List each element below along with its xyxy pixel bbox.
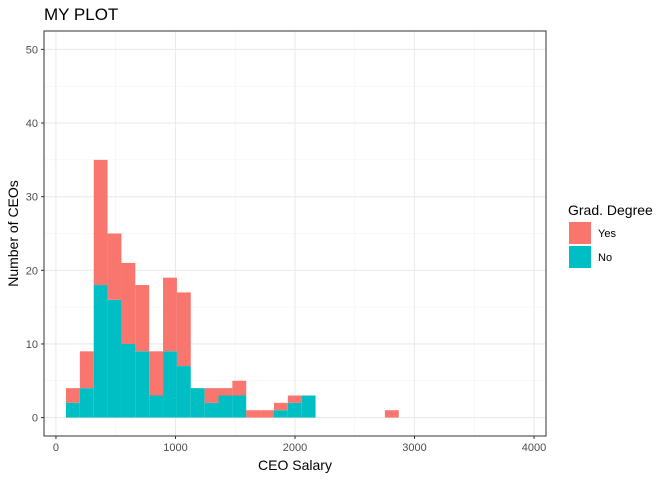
bar-no xyxy=(176,366,191,418)
bar-yes xyxy=(93,159,108,286)
bar-no xyxy=(121,343,136,418)
y-axis-title: Number of CEOs xyxy=(5,180,21,287)
x-tick-label: 3000 xyxy=(402,442,426,454)
bar-no xyxy=(93,285,108,418)
bar-yes xyxy=(149,351,164,396)
y-tick-label: 50 xyxy=(26,44,38,56)
legend-key-yes xyxy=(569,222,591,244)
bar-yes xyxy=(287,395,302,403)
bar-yes xyxy=(176,292,191,367)
legend-key-no xyxy=(569,246,591,268)
y-axis-ticks: 0 10 20 30 40 50 xyxy=(26,44,44,425)
bar-yes xyxy=(163,277,177,352)
bar-yes xyxy=(273,402,288,411)
bar-no xyxy=(190,388,205,418)
bar-no xyxy=(218,395,233,418)
y-tick-label: 20 xyxy=(26,265,38,277)
legend-title: Grad. Degree xyxy=(568,202,653,218)
legend-label-yes: Yes xyxy=(598,228,616,240)
x-axis-ticks: 0 1000 2000 3000 4000 xyxy=(53,436,546,454)
bar-yes xyxy=(121,262,136,344)
bar-no xyxy=(204,402,219,418)
bar-no xyxy=(273,410,288,418)
x-tick-label: 0 xyxy=(53,442,59,454)
bar-no xyxy=(65,402,80,418)
bar-no xyxy=(149,395,164,418)
y-tick-label: 30 xyxy=(26,192,38,204)
bar-yes xyxy=(246,410,261,418)
bar-yes xyxy=(204,388,219,403)
bar-yes xyxy=(107,233,122,300)
bar-no xyxy=(163,351,177,418)
bar-no xyxy=(301,395,316,418)
bar-no xyxy=(79,388,94,418)
bar-yes xyxy=(232,380,247,396)
bar-no xyxy=(232,395,247,418)
y-tick-label: 10 xyxy=(26,339,38,351)
bar-yes xyxy=(384,410,399,418)
chart-title: MY PLOT xyxy=(44,5,118,24)
x-tick-label: 4000 xyxy=(522,442,546,454)
x-tick-label: 1000 xyxy=(163,442,187,454)
bar-yes xyxy=(65,388,80,403)
legend-items: Yes No xyxy=(569,222,616,268)
y-tick-label: 0 xyxy=(32,413,38,425)
x-tick-label: 2000 xyxy=(283,442,307,454)
legend: Grad. Degree Yes No xyxy=(568,202,653,268)
bar-no xyxy=(135,351,150,418)
histogram-bars xyxy=(65,159,399,418)
bar-yes xyxy=(260,410,274,418)
bar-yes xyxy=(218,388,233,396)
bar-yes xyxy=(135,285,150,352)
bar-no xyxy=(107,299,122,418)
bar-yes xyxy=(79,351,94,389)
y-tick-label: 40 xyxy=(26,118,38,130)
bar-no xyxy=(287,402,302,418)
legend-label-no: No xyxy=(598,252,612,264)
x-axis-title: CEO Salary xyxy=(258,457,332,473)
